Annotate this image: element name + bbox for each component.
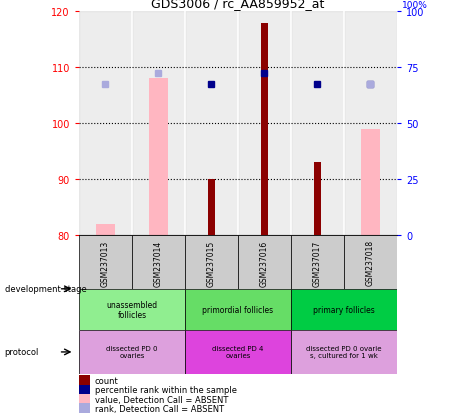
Bar [344, 12, 397, 235]
Bar [361, 130, 380, 235]
Text: dissected PD 0 ovarie
s, cultured for 1 wk: dissected PD 0 ovarie s, cultured for 1 … [306, 346, 382, 358]
Bar [132, 12, 185, 235]
Text: primary follicles: primary follicles [313, 305, 375, 314]
Text: GSM237013: GSM237013 [101, 240, 110, 286]
Text: value, Detection Call = ABSENT: value, Detection Call = ABSENT [95, 394, 228, 404]
Bar [185, 12, 238, 235]
Bar [314, 163, 321, 235]
Text: development stage: development stage [5, 285, 86, 294]
Text: GSM237018: GSM237018 [366, 240, 375, 286]
Text: unassembled
follicles: unassembled follicles [106, 300, 157, 319]
Bar [185, 235, 238, 289]
Text: rank, Detection Call = ABSENT: rank, Detection Call = ABSENT [95, 404, 224, 413]
Text: dissected PD 0
ovaries: dissected PD 0 ovaries [106, 346, 158, 358]
Text: 100%: 100% [402, 1, 428, 9]
Text: protocol: protocol [5, 348, 39, 356]
Bar [96, 224, 115, 235]
Text: GSM237017: GSM237017 [313, 240, 322, 286]
Text: GSM237016: GSM237016 [260, 240, 269, 286]
Bar [79, 12, 132, 235]
Bar [291, 12, 344, 235]
Bar [185, 289, 291, 330]
Title: GDS3006 / rc_AA859952_at: GDS3006 / rc_AA859952_at [151, 0, 325, 10]
Bar [291, 289, 397, 330]
Bar [344, 235, 397, 289]
Bar [149, 79, 168, 235]
Text: primordial follicles: primordial follicles [202, 305, 273, 314]
Bar [291, 235, 344, 289]
Bar [185, 330, 291, 374]
Bar [79, 330, 185, 374]
Text: percentile rank within the sample: percentile rank within the sample [95, 385, 237, 394]
Bar [79, 404, 90, 413]
Text: count: count [95, 376, 119, 385]
Bar [79, 394, 90, 404]
Bar [79, 375, 90, 385]
Text: dissected PD 4
ovaries: dissected PD 4 ovaries [212, 346, 263, 358]
Text: GSM237015: GSM237015 [207, 240, 216, 286]
Bar [79, 289, 185, 330]
Bar [79, 385, 90, 395]
Bar [238, 235, 291, 289]
Text: GSM237014: GSM237014 [154, 240, 163, 286]
Bar [132, 235, 185, 289]
Bar [238, 12, 291, 235]
Bar [208, 180, 215, 235]
Bar [291, 330, 397, 374]
Bar [79, 235, 132, 289]
Bar [261, 24, 268, 235]
